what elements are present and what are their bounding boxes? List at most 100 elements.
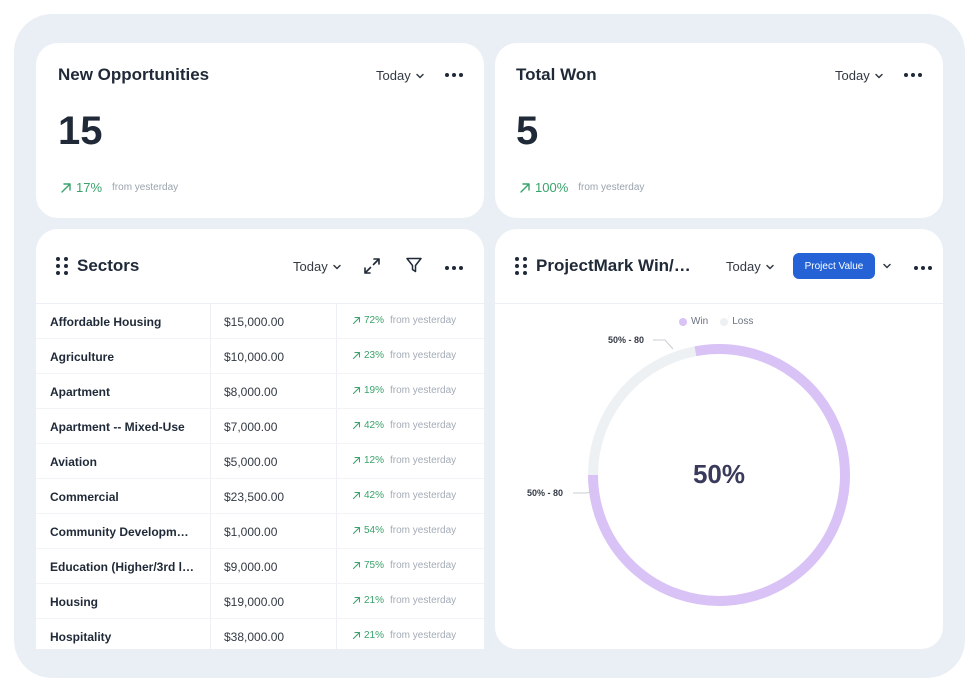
arrow-up-right-icon <box>352 491 361 500</box>
drag-handle-icon[interactable] <box>515 257 527 275</box>
arrow-up-right-icon <box>352 596 361 605</box>
delta-caption: from yesterday <box>390 455 457 466</box>
period-label: Today <box>835 68 870 83</box>
period-dropdown[interactable]: Today <box>376 68 425 83</box>
delta-percent: 12% <box>364 455 385 466</box>
arrow-up-right-icon <box>352 456 361 465</box>
filter-icon[interactable] <box>405 256 423 274</box>
sector-delta: 21% from yesterday <box>352 595 456 606</box>
sector-delta: 75% from yesterday <box>352 560 456 571</box>
table-row[interactable]: Aviation $5,000.00 12% from yesterday <box>36 444 484 479</box>
delta-caption: from yesterday <box>390 350 457 361</box>
donut-slice-loss[interactable] <box>588 346 697 476</box>
sector-value: $15,000.00 <box>224 315 285 329</box>
delta-caption: from yesterday <box>390 420 457 431</box>
sector-delta: 21% from yesterday <box>352 630 456 641</box>
metric-delta: 100% from yesterday <box>519 180 644 195</box>
donut-center-value: 50% <box>692 459 746 489</box>
more-options-icon[interactable] <box>902 69 924 81</box>
table-row[interactable]: Agriculture $10,000.00 23% from yesterday <box>36 339 484 374</box>
sector-value: $5,000.00 <box>224 455 278 469</box>
sector-value: $1,000.00 <box>224 525 278 539</box>
arrow-up-right-icon <box>352 316 361 325</box>
table-row[interactable]: Affordable Housing $15,000.00 72% from yest… <box>36 304 484 339</box>
arrow-up-right-icon <box>352 526 361 535</box>
sectors-card: Sectors Today Affordable Housing $15,000.… <box>36 229 484 649</box>
sector-delta: 72% from yesterday <box>352 315 456 326</box>
sector-value: $9,000.00 <box>224 560 278 574</box>
sector-value: $38,000.00 <box>224 630 285 644</box>
card-title: Total Won <box>516 65 597 84</box>
more-options-icon[interactable] <box>443 69 465 81</box>
sector-delta: 54% from yesterday <box>352 525 456 536</box>
metric-value: 5 <box>516 109 539 153</box>
column-divider <box>210 304 211 649</box>
arrow-up-right-icon <box>352 386 361 395</box>
legend-label: Win <box>691 316 709 327</box>
arrow-up-right-icon <box>352 631 361 640</box>
delta-percent: 17% <box>76 180 103 195</box>
table-row[interactable]: Hospitality $38,000.00 21% from yesterday <box>36 619 484 649</box>
arrow-up-right-icon <box>352 351 361 360</box>
table-row[interactable]: Housing $19,000.00 21% from yesterday <box>36 584 484 619</box>
period-dropdown[interactable]: Today <box>835 68 884 83</box>
value-type-dropdown[interactable] <box>875 253 899 279</box>
column-divider <box>336 304 337 649</box>
period-label: Today <box>293 259 328 274</box>
sector-name: Commercial <box>50 490 119 504</box>
period-dropdown[interactable]: Today <box>293 259 342 274</box>
sector-name: Housing <box>50 595 98 609</box>
metric-delta: 17% from yesterday <box>60 180 178 195</box>
delta-caption: from yesterday <box>390 490 457 501</box>
arrow-up-right-icon <box>352 421 361 430</box>
delta-caption: from yesterday <box>390 560 457 571</box>
arrow-up-right-icon <box>61 182 71 193</box>
project-value-button[interactable]: Project Value <box>793 253 875 279</box>
period-label: Today <box>726 259 761 274</box>
delta-caption: from yesterday <box>390 630 457 641</box>
table-row[interactable]: Commercial $23,500.00 42% from yesterday <box>36 479 484 514</box>
more-options-icon[interactable] <box>912 262 934 274</box>
legend-item-win[interactable]: Win <box>679 316 708 327</box>
sector-name: Hospitality <box>50 630 112 644</box>
chevron-down-icon <box>332 264 341 269</box>
table-row[interactable]: Education (Higher/3rd l… $9,000.00 75% from… <box>36 549 484 584</box>
sector-name: Apartment <box>50 385 111 399</box>
metric-value: 15 <box>58 109 103 153</box>
delta-percent: 19% <box>364 385 385 396</box>
chart-legend: Win Loss <box>679 316 753 327</box>
delta-percent: 100% <box>535 180 569 195</box>
arrow-up-right-icon <box>352 561 361 570</box>
table-row[interactable]: Apartment $8,000.00 19% from yesterday <box>36 374 484 409</box>
legend-item-loss[interactable]: Loss <box>720 316 753 327</box>
expand-icon[interactable] <box>363 257 381 275</box>
sector-name: Aviation <box>50 455 97 469</box>
legend-swatch <box>679 317 687 326</box>
delta-caption: from yesterday <box>390 315 457 326</box>
sector-value: $19,000.00 <box>224 595 285 609</box>
sector-value: $23,500.00 <box>224 490 285 504</box>
sector-name: Community Developm… <box>50 525 189 539</box>
slice-label-win: 50% - 80 <box>527 488 564 498</box>
drag-handle-icon[interactable] <box>56 257 68 275</box>
sectors-table: Affordable Housing $15,000.00 72% from yest… <box>36 303 484 649</box>
leader-line <box>653 339 674 350</box>
period-dropdown[interactable]: Today <box>726 259 775 274</box>
delta-caption: from yesterday <box>390 525 457 536</box>
chevron-down-icon <box>765 264 774 269</box>
delta-caption: from yesterday <box>390 385 457 396</box>
more-options-icon[interactable] <box>443 262 465 274</box>
table-row[interactable]: Community Developm… $1,000.00 54% from yest… <box>36 514 484 549</box>
chevron-down-icon <box>874 73 883 78</box>
delta-caption: from yesterday <box>390 595 457 606</box>
slice-label-loss: 50% - 80 <box>608 335 645 345</box>
delta-percent: 42% <box>364 490 385 501</box>
win-loss-donut-chart <box>573 339 850 606</box>
delta-percent: 54% <box>364 525 385 536</box>
card-title: Sectors <box>77 256 140 275</box>
donut-slice-win[interactable] <box>588 344 850 606</box>
delta-percent: 72% <box>364 315 385 326</box>
table-row[interactable]: Apartment -- Mixed-Use $7,000.00 42% from y… <box>36 409 484 444</box>
card-title: ProjectMark Win/… <box>536 256 691 275</box>
chevron-down-icon <box>415 73 424 78</box>
